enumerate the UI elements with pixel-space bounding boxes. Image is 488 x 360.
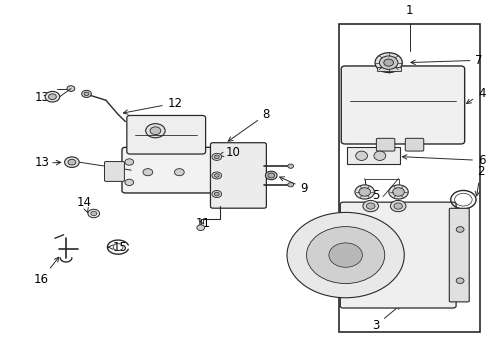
Text: 11: 11 <box>196 217 210 230</box>
Circle shape <box>197 225 204 230</box>
Bar <box>376 67 400 71</box>
Text: 1: 1 <box>405 4 413 17</box>
Circle shape <box>379 56 397 69</box>
Circle shape <box>267 173 274 178</box>
Circle shape <box>124 159 133 165</box>
FancyBboxPatch shape <box>376 138 394 151</box>
Text: 16: 16 <box>34 257 59 286</box>
FancyBboxPatch shape <box>405 138 423 151</box>
FancyBboxPatch shape <box>122 147 218 193</box>
Circle shape <box>150 127 161 135</box>
Text: 3: 3 <box>371 305 400 332</box>
Circle shape <box>91 211 97 216</box>
Circle shape <box>142 168 152 176</box>
Text: 14: 14 <box>77 197 92 213</box>
Circle shape <box>388 185 407 199</box>
Circle shape <box>45 91 60 102</box>
Text: 2: 2 <box>474 165 484 196</box>
FancyBboxPatch shape <box>448 208 468 302</box>
Text: 8: 8 <box>228 108 269 141</box>
Circle shape <box>124 179 133 185</box>
Circle shape <box>306 227 384 284</box>
Circle shape <box>455 227 463 232</box>
Circle shape <box>214 192 219 196</box>
Circle shape <box>64 157 79 167</box>
Circle shape <box>174 168 184 176</box>
Text: 15: 15 <box>108 240 127 254</box>
Text: 12: 12 <box>123 96 183 114</box>
Bar <box>346 147 399 164</box>
Ellipse shape <box>355 151 367 161</box>
FancyBboxPatch shape <box>341 66 464 144</box>
Circle shape <box>68 159 76 165</box>
Circle shape <box>358 188 370 196</box>
Circle shape <box>84 92 89 96</box>
Circle shape <box>211 172 221 179</box>
Circle shape <box>383 59 393 66</box>
Text: 6: 6 <box>402 154 485 167</box>
Circle shape <box>287 164 293 168</box>
Text: 13: 13 <box>34 91 49 104</box>
Circle shape <box>328 243 362 267</box>
Circle shape <box>392 188 404 196</box>
Circle shape <box>88 209 100 218</box>
Circle shape <box>362 201 378 212</box>
Text: 10: 10 <box>219 146 240 159</box>
Bar <box>339 24 479 332</box>
Circle shape <box>145 123 165 138</box>
Circle shape <box>265 171 277 180</box>
Circle shape <box>214 174 219 177</box>
Circle shape <box>48 94 56 99</box>
Ellipse shape <box>373 151 385 161</box>
Circle shape <box>214 155 219 159</box>
FancyBboxPatch shape <box>210 143 266 208</box>
Circle shape <box>366 203 374 209</box>
Circle shape <box>393 203 402 209</box>
Circle shape <box>374 53 402 73</box>
FancyBboxPatch shape <box>104 162 124 181</box>
Circle shape <box>455 278 463 284</box>
Circle shape <box>67 86 75 91</box>
Circle shape <box>211 190 221 198</box>
Text: 13: 13 <box>34 156 49 170</box>
FancyBboxPatch shape <box>340 202 455 308</box>
FancyBboxPatch shape <box>126 116 205 154</box>
Text: 4: 4 <box>466 87 485 104</box>
Circle shape <box>287 183 293 187</box>
Circle shape <box>389 201 405 212</box>
Text: 7: 7 <box>410 54 482 67</box>
Circle shape <box>81 90 91 98</box>
Circle shape <box>211 153 221 161</box>
Circle shape <box>354 185 374 199</box>
Circle shape <box>286 212 404 298</box>
Text: 5: 5 <box>371 189 379 202</box>
Text: 9: 9 <box>279 177 307 194</box>
